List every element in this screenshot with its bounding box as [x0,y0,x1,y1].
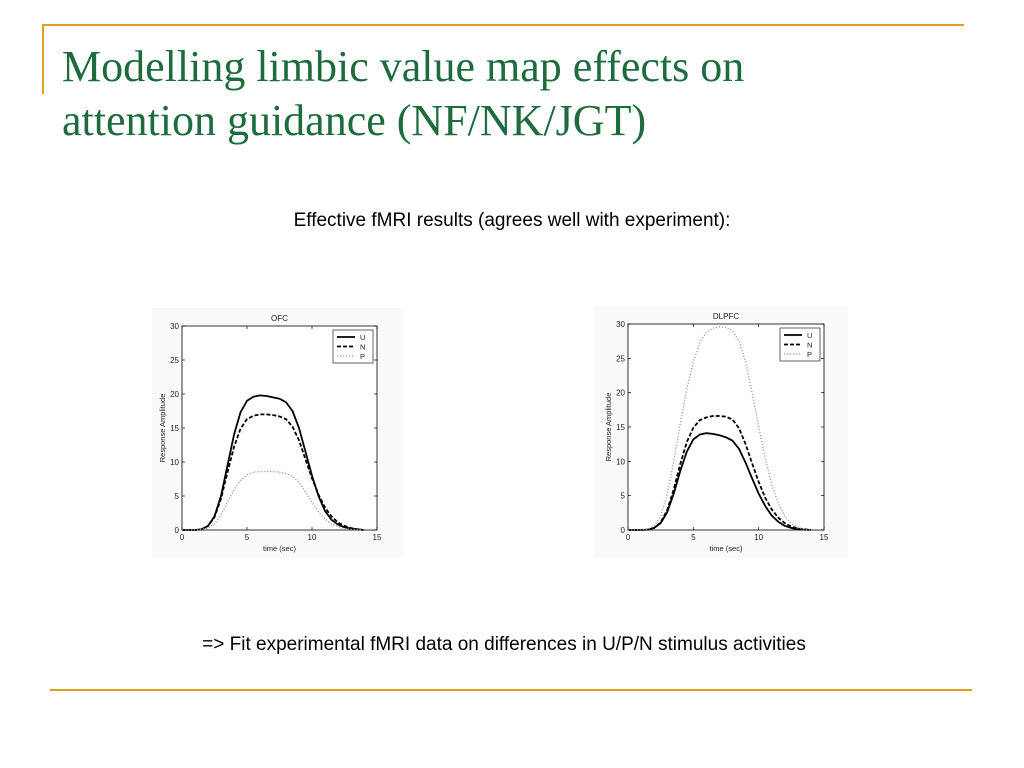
dlpfc-x-tick-label: 10 [754,533,763,542]
dlpfc-y-tick-label: 5 [621,492,626,501]
dlpfc-y-tick-label: 30 [616,320,625,329]
ofc-chart-title: OFC [271,314,288,323]
slide-title: Modelling limbic value map effects on at… [62,40,962,148]
dlpfc-y-axis-label: Response Amplitude [604,393,613,462]
dlpfc-legend-label-n: N [807,341,812,350]
ofc-y-axis-label: Response Amplitude [158,394,167,463]
dlpfc-series-p-line [628,326,811,531]
top-rule [42,24,964,26]
ofc-y-tick-label: 5 [175,492,180,501]
ofc-y-tick-label: 25 [170,356,179,365]
dlpfc-y-tick-label: 25 [616,354,625,363]
bottom-rule [50,689,972,691]
dlpfc-x-tick-label: 15 [820,533,829,542]
ofc-x-tick-label: 5 [245,533,250,542]
ofc-y-tick-label: 15 [170,424,179,433]
dlpfc-y-tick-label: 0 [621,526,626,535]
dlpfc-legend-label-u: U [807,331,812,340]
ofc-chart-panel: OFC 0 5 10 15 0 5 10 15 20 25 30 time (sec) Response … [152,308,404,558]
dlpfc-y-tick-label: 20 [616,389,625,398]
dlpfc-series-n-line [628,415,812,531]
ofc-legend-label-p: P [360,352,365,361]
ofc-y-tick-label: 30 [170,322,179,331]
ofc-x-axis-label: time (sec) [263,544,296,553]
dlpfc-series-u-line [628,432,811,531]
dlpfc-y-tick-label: 10 [616,457,625,466]
dlpfc-legend-label-p: P [807,350,812,359]
left-rule [42,24,44,94]
ofc-x-tick-label: 0 [180,533,185,542]
ofc-y-tick-label: 20 [170,390,179,399]
slide-footnote: => Fit experimental fMRI data on differe… [202,634,806,655]
ofc-series-p-line [182,470,365,531]
dlpfc-chart-panel: DLPFC 0 5 10 15 0 5 10 15 20 25 30 time (sec) Respons… [594,306,848,559]
slide-title-line-1: Modelling limbic value map effects on [62,42,745,91]
dlpfc-x-tick-label: 5 [691,533,696,542]
dlpfc-chart: DLPFC 0 5 10 15 0 5 10 15 20 25 30 time (sec) Respons… [604,312,829,553]
dlpfc-y-tick-label: 15 [616,423,625,432]
slide-subtitle: Effective fMRI results (agrees well with… [293,210,731,231]
dlpfc-x-tick-label: 0 [626,533,631,542]
ofc-series-n-line [182,413,365,531]
ofc-legend-label-u: U [360,333,365,342]
ofc-chart: OFC 0 5 10 15 0 5 10 15 20 25 30 time (sec) Response … [158,314,382,553]
slide-title-line-2: attention guidance (NF/NK/JGT) [62,96,647,145]
ofc-y-tick-label: 10 [170,458,179,467]
ofc-x-tick-label: 15 [373,533,382,542]
ofc-legend-label-n: N [360,343,365,352]
ofc-x-tick-label: 10 [308,533,317,542]
dlpfc-chart-title: DLPFC [713,312,739,321]
ofc-y-tick-label: 0 [175,526,180,535]
dlpfc-x-axis-label: time (sec) [710,544,743,553]
